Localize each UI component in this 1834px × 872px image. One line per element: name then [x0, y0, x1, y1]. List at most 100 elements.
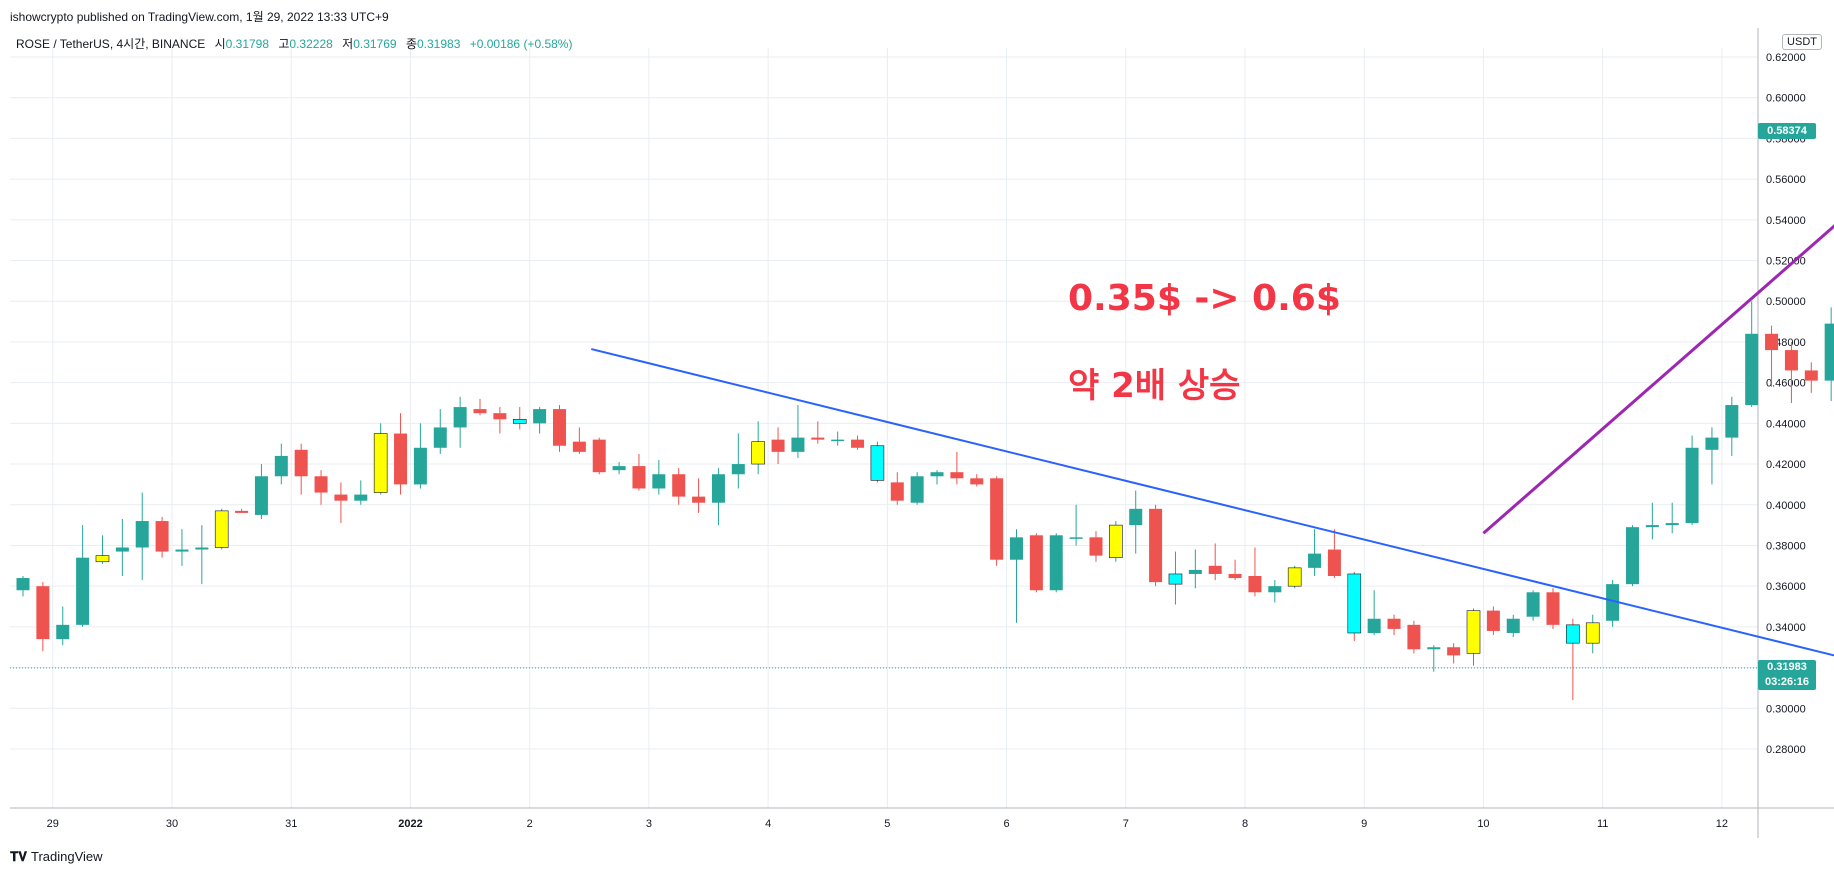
candle-body — [1367, 618, 1381, 633]
candle-body — [1109, 524, 1123, 558]
candle-body — [274, 455, 288, 477]
candle-body — [76, 557, 90, 625]
candle — [1486, 606, 1500, 636]
candle — [314, 470, 328, 505]
candle — [1029, 533, 1043, 593]
candle-body — [195, 547, 209, 550]
candle-body — [1427, 647, 1441, 650]
candle — [990, 476, 1004, 566]
candle-body — [1705, 437, 1719, 450]
candle — [76, 525, 90, 627]
candle — [533, 407, 547, 434]
candle — [1248, 547, 1262, 597]
candle-body — [731, 464, 745, 475]
candle-body — [1784, 350, 1798, 371]
candle — [413, 423, 427, 489]
x-tick-label: 2022 — [398, 818, 422, 830]
candle — [870, 441, 885, 483]
change-value: +0.00186 (+0.58%) — [469, 37, 573, 51]
candle-body — [970, 478, 984, 485]
y-tick-label: 0.50000 — [1766, 296, 1806, 308]
candle-body — [1327, 549, 1341, 576]
candle-body — [632, 466, 646, 489]
candle-body — [1486, 610, 1500, 631]
candle — [1447, 643, 1461, 664]
candle-body — [115, 547, 129, 552]
candle — [1069, 504, 1083, 546]
y-tick-label: 0.36000 — [1766, 581, 1806, 593]
x-tick-label: 3 — [646, 818, 652, 830]
candle-body — [791, 437, 805, 452]
candle — [175, 529, 189, 566]
candle — [851, 435, 865, 450]
candle-body — [16, 578, 30, 591]
candle — [1208, 543, 1222, 581]
symbol-title: ROSE / TetherUS, 4시간, BINANCE — [16, 37, 206, 51]
x-tick-label: 10 — [1477, 818, 1489, 830]
symbol-legend: ROSE / TetherUS, 4시간, BINANCE 시0.31798 고… — [16, 35, 572, 52]
last-price-value: 0.31983 — [1767, 660, 1807, 673]
candle-body — [552, 409, 566, 446]
candle — [1188, 549, 1202, 589]
candle — [1665, 502, 1679, 534]
candle — [592, 437, 606, 475]
candle-body — [1387, 618, 1401, 629]
candle-body — [1248, 576, 1262, 593]
x-tick-label: 11 — [1597, 818, 1608, 830]
y-tick-label: 0.44000 — [1766, 418, 1806, 430]
candle-body — [95, 555, 110, 563]
candle — [235, 508, 249, 513]
candle-body — [1268, 586, 1282, 593]
y-tick-label: 0.62000 — [1766, 52, 1806, 64]
candle — [294, 443, 308, 495]
candle — [1347, 571, 1362, 642]
candle — [552, 405, 566, 452]
candle — [1228, 559, 1242, 581]
currency-unit-badge[interactable]: USDT — [1782, 34, 1822, 50]
candle — [1367, 590, 1381, 636]
candle — [612, 462, 626, 475]
candle — [95, 535, 110, 564]
y-tick-label: 0.46000 — [1766, 378, 1806, 390]
y-tick-label: 0.40000 — [1766, 500, 1806, 512]
candle-body — [155, 521, 169, 552]
candle-body — [214, 510, 229, 548]
candle-body — [1685, 447, 1699, 524]
candle — [512, 407, 527, 430]
high-value: 0.32228 — [289, 37, 333, 51]
x-tick-label: 7 — [1123, 818, 1129, 830]
y-tick-label: 0.60000 — [1766, 93, 1806, 105]
candle-body — [56, 624, 70, 640]
candle — [354, 480, 368, 505]
candle — [1765, 325, 1779, 387]
tradingview-logo[interactable]: 𝐓𝐕 TradingView — [10, 849, 103, 865]
candle — [910, 472, 924, 505]
candle — [394, 413, 408, 495]
candle-body — [135, 521, 149, 548]
annotation-double-rise: 약 2배 상승 — [1068, 366, 1241, 406]
candle-body — [711, 474, 725, 503]
candle-body — [1585, 622, 1600, 644]
candle-body — [672, 474, 686, 497]
candle — [1745, 301, 1759, 408]
candle — [811, 421, 825, 444]
candle-body — [1526, 592, 1540, 617]
candle — [890, 472, 904, 505]
candle-body — [1466, 610, 1481, 654]
candle-body — [1287, 567, 1302, 587]
candle-body — [1029, 535, 1043, 591]
candle — [751, 421, 765, 475]
candle — [155, 516, 169, 558]
candle-body — [1168, 573, 1183, 585]
candle — [1407, 620, 1421, 654]
candle-body — [294, 449, 308, 477]
candle — [692, 478, 706, 513]
candle-body — [1765, 333, 1779, 351]
candle-body — [1308, 553, 1322, 568]
x-tick-label: 4 — [765, 818, 771, 830]
candle-body — [890, 482, 904, 501]
y-tick-label: 0.30000 — [1766, 703, 1806, 715]
x-tick-label: 31 — [285, 818, 297, 830]
candle-body — [950, 472, 964, 479]
